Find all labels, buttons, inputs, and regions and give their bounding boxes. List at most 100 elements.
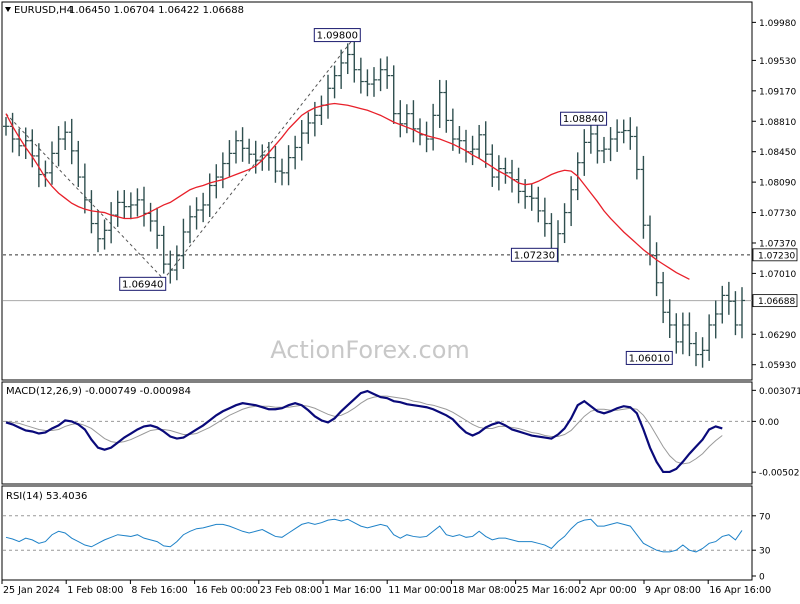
price-bar (732, 291, 739, 336)
price-bar (239, 127, 246, 162)
time-tick-label: 9 Apr 08:00 (645, 585, 701, 596)
annotation-box (313, 28, 361, 43)
price-bar (712, 300, 719, 339)
price-bar (298, 120, 305, 161)
price-tick-label: 1.08090 (759, 179, 796, 189)
macd-tick-label: 0.003071 (759, 387, 800, 397)
annotation-box (625, 350, 673, 365)
current-price-tag: 1.06688 (752, 294, 798, 308)
price-bar (627, 117, 634, 150)
price-bar (384, 56, 391, 89)
price-bar (62, 121, 69, 150)
price-tick-label: 1.07730 (759, 209, 796, 219)
price-bar (660, 271, 667, 324)
time-tick-label: 1 Mar 16:00 (324, 585, 381, 596)
price-bar (325, 74, 331, 119)
level-tag-box (752, 248, 798, 262)
price-bar (417, 118, 423, 146)
rsi-panel-frame (1, 485, 753, 581)
price-bar (673, 313, 680, 354)
rsi-tick-label: 30 (759, 547, 771, 557)
signal-line (5, 395, 723, 465)
price-bar (167, 250, 174, 284)
level-tag-text: 1.07230 (758, 251, 795, 261)
price-tick-label: 1.08450 (759, 148, 796, 158)
price-bar (160, 225, 167, 274)
price-bar (246, 138, 253, 164)
price-bar (68, 118, 75, 165)
price-bar (423, 121, 430, 153)
price-bar (633, 126, 640, 180)
price-bar (206, 173, 213, 217)
price-bar (3, 117, 9, 136)
rsi-line (5, 518, 743, 553)
price-bar (292, 135, 299, 170)
price-bar (35, 143, 42, 188)
price-bar (509, 159, 515, 193)
price-bar (81, 163, 88, 214)
price-bar (482, 121, 489, 168)
price-bar (620, 119, 627, 144)
time-tick-label: 11 Mar 00:00 (388, 585, 451, 596)
price-bar (469, 135, 476, 166)
annotation-label: 1.09800 (313, 28, 361, 43)
price-bar (489, 144, 496, 187)
macd-tick-label: -0.005025 (759, 469, 800, 479)
price-bar (344, 43, 351, 75)
dropdown-triangle-icon[interactable] (5, 7, 11, 12)
price-bar (397, 100, 404, 138)
watermark: ActionForex.com (270, 336, 470, 364)
price-bar (233, 130, 239, 164)
price-bar (581, 129, 588, 176)
price-bar (364, 69, 371, 97)
annotation-label: 1.07230 (510, 247, 558, 262)
price-bar (640, 155, 647, 239)
price-bar (141, 186, 147, 227)
price-tick-label: 1.09530 (759, 57, 796, 67)
price-tick-label: 1.05930 (759, 361, 796, 371)
time-tick-label: 8 Feb 16:00 (131, 585, 187, 596)
price-bar (305, 112, 312, 144)
price-bar (403, 104, 410, 134)
level-tag: 1.07230 (752, 248, 798, 262)
rsi-tick-label: 70 (759, 512, 771, 522)
price-bar (49, 141, 55, 185)
price-bar (463, 129, 469, 163)
price-bar (187, 205, 193, 244)
price-bar (154, 207, 161, 249)
annotation-text: 1.08840 (563, 114, 604, 125)
price-tick-label: 1.09980 (759, 19, 796, 29)
price-bar (318, 95, 325, 125)
price-layer: 1.09800 1.06940 1.08840 1.07230 1.06010 (3, 28, 752, 368)
price-bar (679, 312, 686, 355)
price-bar (476, 124, 483, 159)
annotation-label: 1.06940 (119, 276, 167, 291)
price-bar (180, 218, 187, 269)
price-bar (614, 119, 621, 152)
price-bar (75, 140, 82, 187)
price-bar (443, 80, 450, 133)
price-bar (515, 167, 522, 204)
current-price-tag-box (752, 294, 798, 308)
price-bar (568, 176, 575, 227)
price-bar (114, 190, 121, 227)
price-bar (338, 49, 345, 89)
annotation-label: 1.06010 (625, 350, 673, 365)
price-bar (134, 188, 141, 217)
price-panel-frame (1, 1, 753, 381)
price-bar (272, 145, 279, 183)
price-tick-label: 1.06290 (759, 331, 796, 341)
price-bar (371, 67, 377, 97)
time-tick-label: 25 Jan 2024 (3, 585, 60, 596)
price-bar (29, 129, 36, 168)
rsi-tick-label: 0 (759, 573, 765, 583)
price-bar (351, 41, 358, 83)
annotation-box (510, 247, 558, 262)
annotation-box (560, 111, 608, 126)
price-bar (706, 314, 713, 361)
price-bar (561, 203, 568, 244)
price-tick-label: 1.07010 (759, 270, 796, 280)
price-bar (16, 128, 23, 157)
time-tick-label: 2 Apr 00:00 (581, 585, 637, 596)
